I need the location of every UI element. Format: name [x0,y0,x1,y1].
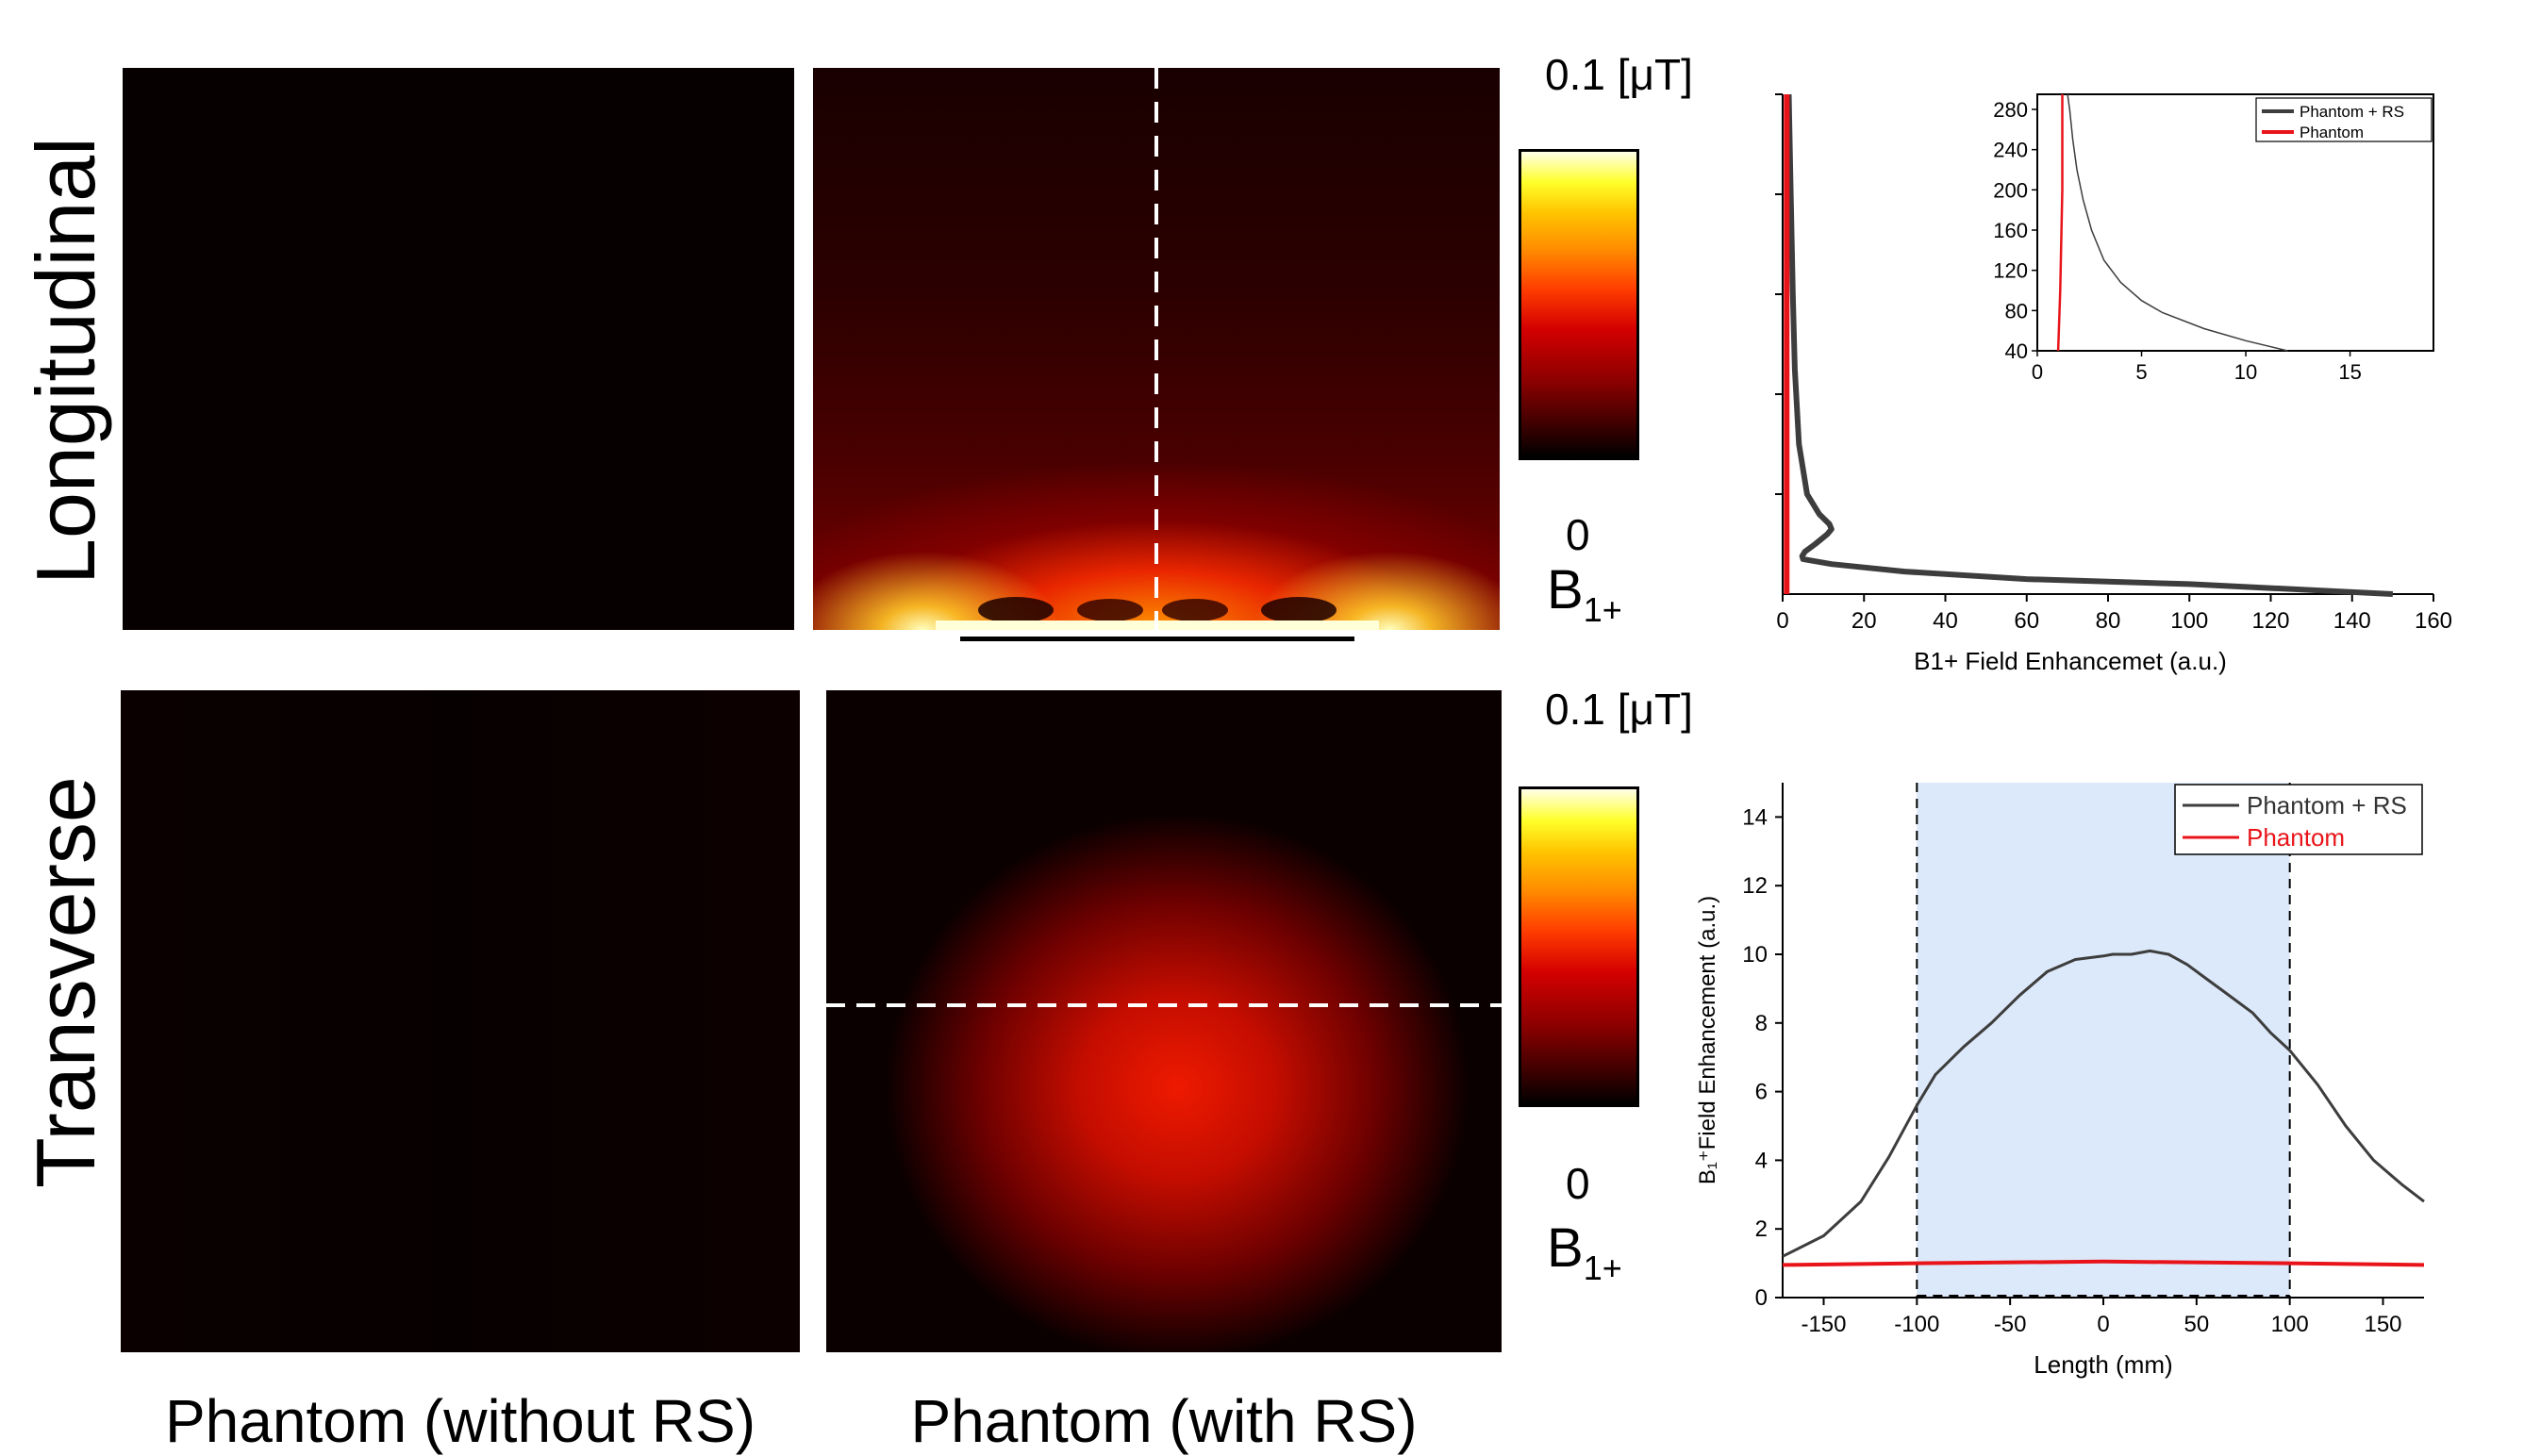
x-tick-label-1: -100 [1894,1312,1939,1337]
y-tick-label-1: 2 [1755,1216,1768,1242]
x-tick-label-6: 120 [2251,608,2289,634]
x-tick-label-3: 0 [2097,1312,2109,1337]
legend-box [2174,784,2423,855]
x-tick-label-8: 160 [2415,608,2452,634]
shaded-region [1917,783,2290,1298]
legend-label-1: Phantom [2247,823,2345,852]
series-line-phantom-rs [1785,93,2394,597]
inset-y-tick-label-4: 200 [1993,178,2028,202]
colorbar-top-quantity: B1+ [1547,559,1622,629]
column-label-with-rs: Phantom (with RS) [910,1387,1418,1455]
longitudinal-overlay [936,68,1379,630]
colorbar-bottom-quantity: B1+ [1547,1217,1622,1287]
colorbar-top-min: 0 [1566,510,1590,559]
colorbar-bottom-max: 0.1 [μT] [1545,685,1693,734]
x-tick-label-1: 20 [1851,608,1877,634]
y-tick-label-2: 4 [1755,1148,1768,1173]
inset-legend-label-1: Phantom [2300,124,2364,141]
x-axis-label: Length (mm) [2034,1350,2172,1379]
colorbar-bottom-unit: [μT] [1617,685,1693,734]
x-tick-label-7: 140 [2333,608,2371,634]
inset-series-line-phantom-rs [2067,93,2288,352]
x-tick-label-6: 150 [2364,1312,2401,1337]
colorbar-top-unit: [μT] [1617,50,1693,99]
x-tick-label-5: 100 [2271,1312,2309,1337]
longitudinal-map-without-rs [123,68,794,630]
y-tick-label-0: 0 [1755,1285,1768,1311]
transverse-overlay [826,1003,1502,1007]
colorbar-bottom-min: 0 [1566,1159,1590,1208]
inset-x-tick-label-3: 15 [2338,360,2361,384]
y-tick-label-6: 12 [1742,873,1768,899]
y-tick-label-4: 8 [1755,1011,1768,1036]
inset-y-tick-label-0: 40 [2005,339,2028,363]
transverse-map-with-rs [826,690,1502,1352]
inset-y-tick-label-6: 280 [1993,98,2028,122]
inset-y-tick-label-1: 80 [2005,299,2028,323]
y-axis-label: B₁⁺Field Enhancement (a.u.) [1695,896,1720,1184]
column-label-without-rs: Phantom (without RS) [164,1387,756,1455]
rs-bar [960,637,1354,641]
inset-series-line-phantom [2056,94,2064,352]
legend-label-0: Phantom + RS [2247,791,2407,819]
x-tick-label-0: 0 [1776,608,1788,634]
transverse-profile-chart: 0 2 4 6 8 10 12 14 -150 -100 -50 0 50 100 150 Length (m… [1695,783,2425,1379]
x-tick-label-4: 50 [2184,1312,2209,1337]
inset-x-tick-label-0: 0 [2032,360,2043,384]
inset-x-tick-label-2: 10 [2234,360,2257,384]
x-axis-label: B1+ Field Enhancemet (a.u.) [1914,647,2227,675]
row-label-transverse: Transverse [19,776,112,1188]
x-tick-label-0: -150 [1801,1312,1846,1337]
series-line-phantom [1782,1259,2425,1267]
inset-legend-label-0: Phantom + RS [2300,103,2404,121]
x-tick-label-5: 100 [2170,608,2208,634]
row-label-longitudinal: Longitudinal [19,137,112,585]
x-tick-label-4: 80 [2096,608,2121,634]
y-tick-label-5: 10 [1742,942,1768,968]
inset-legend-box [2255,97,2433,142]
colorbar-top [1519,149,1639,460]
x-tick-label-3: 60 [2014,608,2039,634]
colorbar-top-max: 0.1 [μT] [1545,50,1693,99]
x-tick-label-2: 40 [1933,608,1958,634]
series-line-phantom-rs [1782,949,2425,1258]
x-tick-label-2: -50 [1994,1312,2027,1337]
transverse-map-without-rs [121,690,800,1352]
inset-y-tick-label-2: 120 [1993,259,2028,283]
colorbar-bottom [1519,786,1639,1107]
longitudinal-map-with-rs [813,68,1500,630]
inset-y-tick-label-3: 160 [1993,219,2028,242]
y-tick-label-3: 6 [1755,1080,1768,1105]
inset-x-tick-label-1: 5 [2135,360,2147,384]
inset-y-tick-label-5: 240 [1993,139,2028,162]
y-tick-label-7: 14 [1742,804,1768,830]
